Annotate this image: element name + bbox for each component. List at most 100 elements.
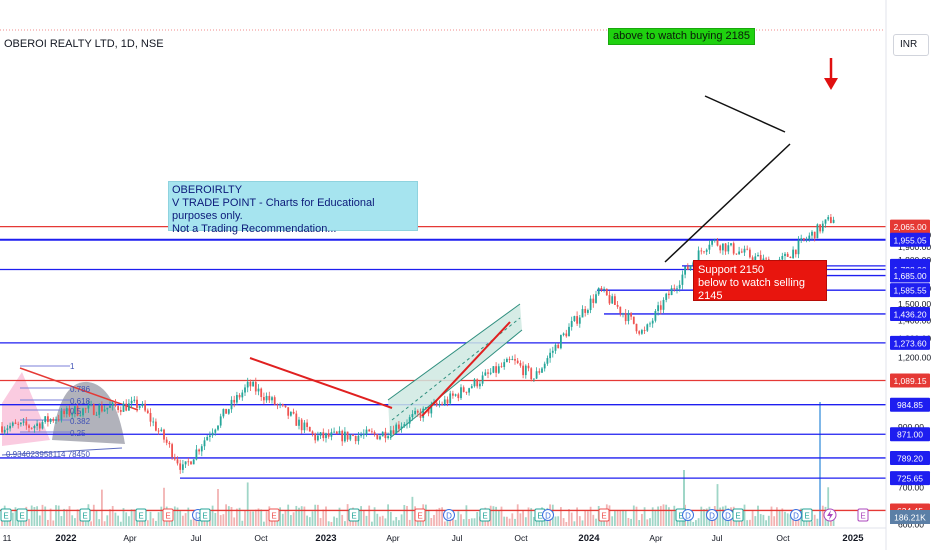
- candle-body: [379, 436, 381, 440]
- event-marker[interactable]: E: [268, 508, 280, 522]
- candle-body: [335, 431, 338, 434]
- event-marker[interactable]: E: [732, 508, 744, 522]
- volume-bar: [198, 519, 200, 526]
- volume-bar: [311, 511, 314, 526]
- educational-note[interactable]: OBEROIRLTY V TRADE POINT - Charts for Ed…: [168, 181, 418, 235]
- time-tick: Jul: [712, 533, 723, 543]
- volume-bar: [511, 513, 514, 526]
- candle-body: [109, 405, 111, 408]
- candle-body: [803, 238, 805, 240]
- event-marker[interactable]: E: [801, 508, 813, 522]
- candle-body: [678, 284, 681, 289]
- candle-body: [597, 288, 600, 295]
- event-marker[interactable]: D: [443, 509, 455, 521]
- svg-text:E: E: [202, 512, 207, 521]
- event-marker[interactable]: E: [135, 508, 147, 522]
- buy-note[interactable]: above to watch buying 2185: [608, 28, 755, 45]
- volume-bar: [327, 521, 330, 526]
- volume-bar: [665, 504, 668, 526]
- price-tick: 600.00: [898, 519, 924, 529]
- candle-body: [65, 408, 68, 415]
- rising-channel: [387, 303, 523, 439]
- candle-body: [317, 435, 319, 441]
- time-tick: Apr: [649, 533, 662, 543]
- time-tick: 2024: [578, 533, 600, 544]
- event-marker[interactable]: E: [199, 508, 211, 522]
- volume-bar: [433, 514, 435, 526]
- volume-bar: [300, 506, 303, 526]
- svg-text:E: E: [804, 512, 809, 521]
- support-note[interactable]: Support 2150 below to watch selling 2145: [693, 260, 827, 302]
- event-marker[interactable]: E: [162, 508, 174, 522]
- volume-bar: [344, 521, 346, 526]
- candle-body: [522, 365, 524, 376]
- event-marker[interactable]: E: [0, 508, 12, 522]
- candle-body: [179, 463, 182, 470]
- volume-bar: [101, 489, 103, 526]
- event-marker[interactable]: E: [348, 508, 360, 522]
- note-line: below to watch selling 2145: [698, 277, 806, 302]
- volume-bar: [508, 518, 511, 526]
- volume-bar: [381, 515, 384, 526]
- candle-body: [403, 424, 406, 427]
- candle-body: [14, 422, 17, 424]
- note-line: Support 2150: [698, 264, 765, 276]
- event-marker[interactable]: D: [790, 509, 802, 521]
- level-label: 789.20: [897, 453, 923, 463]
- candle-body: [22, 421, 25, 423]
- candle-body: [209, 435, 211, 437]
- event-marker[interactable]: E: [414, 508, 426, 522]
- volume-bar: [314, 504, 317, 526]
- candle-body: [465, 391, 468, 393]
- candle-body: [222, 408, 225, 417]
- volume-bar: [354, 521, 357, 526]
- volume-bar: [562, 518, 565, 526]
- event-marker[interactable]: E: [16, 508, 28, 522]
- volume-bar: [265, 511, 268, 526]
- candle-body: [28, 425, 30, 428]
- volume-bar: [41, 504, 44, 526]
- candle-body: [727, 245, 730, 252]
- split-event-icon[interactable]: [823, 508, 837, 522]
- volume-bar: [457, 511, 460, 526]
- candle-body: [406, 423, 408, 425]
- candle-body: [792, 249, 794, 259]
- candle-body: [481, 375, 484, 384]
- candle-body: [371, 431, 373, 433]
- event-marker[interactable]: E: [857, 508, 869, 522]
- volume-bar: [152, 518, 155, 526]
- candle-body: [9, 425, 11, 429]
- event-marker[interactable]: D: [706, 509, 718, 521]
- volume-bar: [84, 521, 87, 526]
- candle-body: [549, 352, 551, 359]
- event-marker[interactable]: D: [682, 509, 694, 521]
- event-marker[interactable]: D: [542, 509, 554, 521]
- level-label: 871.00: [897, 430, 923, 440]
- volume-bar: [17, 521, 20, 526]
- volume-bar: [659, 505, 662, 526]
- volume-bar: [230, 507, 233, 526]
- event-marker[interactable]: E: [598, 508, 610, 522]
- candle-body: [292, 411, 295, 414]
- currency-button[interactable]: INR: [893, 34, 929, 56]
- volume-bar: [462, 519, 465, 526]
- candle-body: [730, 243, 732, 246]
- candle-body: [190, 461, 192, 465]
- candle-body: [673, 288, 676, 289]
- volume-bar: [616, 510, 619, 526]
- event-marker[interactable]: D: [722, 509, 734, 521]
- level-label-bg: [890, 306, 930, 321]
- volume-bar: [554, 516, 557, 526]
- event-marker[interactable]: E: [479, 508, 491, 522]
- candle-body: [362, 433, 365, 436]
- volume-bar: [308, 517, 311, 526]
- candle-body: [657, 305, 659, 311]
- event-marker[interactable]: E: [79, 508, 91, 522]
- candle-body: [487, 372, 489, 374]
- candle-body: [338, 430, 341, 434]
- time-tick: Oct: [254, 533, 268, 543]
- volume-bar: [114, 512, 117, 526]
- time-tick: Apr: [386, 533, 399, 543]
- fib-label: 1: [70, 362, 75, 371]
- candle-body: [651, 320, 654, 324]
